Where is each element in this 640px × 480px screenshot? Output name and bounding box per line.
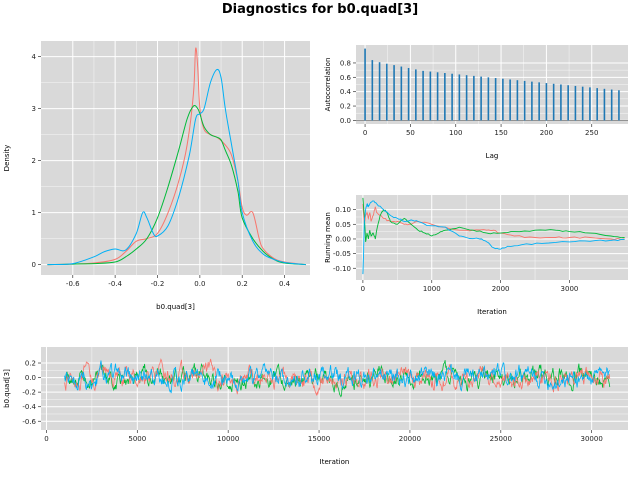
running-mean-panel: 0 1000 2000 3000 -0.10 -0.05 0.00 0.05 0.10 Itera…: [324, 195, 628, 316]
x-tick-label: 150: [494, 129, 507, 137]
x-axis-label: b0.quad[3]: [156, 303, 195, 311]
y-tick-label: 3: [32, 105, 36, 113]
y-tick-label: -0.10: [333, 265, 351, 273]
y-tick-label: -0.6: [22, 418, 36, 426]
x-tick-label: -0.2: [151, 280, 165, 288]
y-tick-label: 0.0: [340, 117, 351, 125]
x-axis-label: Lag: [486, 152, 499, 160]
x-tick-label: 25000: [490, 435, 512, 443]
x-tick-label: 20000: [399, 435, 421, 443]
y-tick-label: 0: [32, 261, 36, 269]
trace-line: [64, 360, 610, 394]
x-tick-label: 3000: [561, 285, 579, 293]
x-axis-label: Iteration: [320, 458, 350, 466]
x-tick-label: 15000: [308, 435, 330, 443]
y-axis-label: Autocorrelation: [324, 58, 332, 112]
y-tick-label: 0.00: [335, 235, 351, 243]
y-tick-label: -0.2: [22, 389, 36, 397]
y-axis-label: Density: [3, 145, 11, 172]
x-tick-label: 0.2: [237, 280, 248, 288]
y-tick-label: 4: [32, 53, 37, 61]
density-line: [47, 47, 306, 266]
x-tick-label: 10000: [217, 435, 239, 443]
autocorrelation-plot-area: [356, 48, 628, 121]
autocorrelation-panel: 0 50 100 150 200 250 0.0 0.2 0.4 0.6 0.8 Lag Autocor…: [324, 45, 628, 160]
running-mean-plot-area: [362, 197, 625, 275]
y-tick-label: 0.2: [25, 360, 36, 368]
density-panel: -0.6 -0.4 -0.2 0.0 0.2 0.4 0 1 2 3 4 b0.quad[3] Dens…: [3, 41, 310, 311]
x-tick-label: -0.4: [108, 280, 122, 288]
y-tick-label: 0.6: [340, 74, 352, 82]
x-tick-label: 30000: [581, 435, 603, 443]
running-mean-grid: [356, 195, 628, 280]
chart-title: Diagnostics for b0.quad[3]: [221, 2, 419, 17]
x-tick-label: 0: [363, 129, 367, 137]
x-tick-label: 0.4: [279, 280, 291, 288]
y-tick-label: 2: [32, 157, 36, 165]
y-tick-label: 0.8: [340, 59, 351, 67]
y-tick-label: 0.4: [340, 88, 352, 96]
x-tick-label: 1000: [423, 285, 441, 293]
density-grid: [41, 41, 310, 275]
y-tick-label: -0.05: [333, 250, 351, 258]
x-tick-label: 200: [540, 129, 553, 137]
x-tick-label: 250: [585, 129, 598, 137]
trace-plot-area: [64, 358, 611, 398]
x-axis-label: Iteration: [477, 308, 507, 316]
x-tick-label: 0.0: [194, 280, 205, 288]
x-tick-label: 5000: [128, 435, 146, 443]
x-tick-label: 0: [44, 435, 48, 443]
density-plot-area: [47, 47, 306, 266]
running-mean-line: [362, 197, 625, 242]
y-tick-label: 0.0: [25, 374, 36, 382]
x-tick-label: 2000: [492, 285, 510, 293]
x-tick-label: 50: [406, 129, 415, 137]
x-tick-label: 0: [361, 285, 365, 293]
x-tick-label: -0.6: [66, 280, 80, 288]
trace-panel: 0 5000 10000 15000 20000 25000 30000 -0.6 -0.4 -0…: [3, 347, 628, 466]
y-tick-label: -0.4: [22, 403, 36, 411]
y-tick-label: 0.05: [335, 221, 351, 229]
y-axis-label: b0.quad[3]: [3, 369, 11, 408]
x-tick-label: 100: [449, 129, 462, 137]
y-axis-label: Running mean: [324, 212, 332, 263]
y-tick-label: 1: [32, 209, 36, 217]
density-line: [47, 68, 306, 266]
running-mean-line: [362, 200, 625, 275]
y-tick-label: 0.10: [335, 206, 351, 214]
density-background: [41, 41, 310, 275]
y-tick-label: 0.2: [340, 103, 351, 111]
